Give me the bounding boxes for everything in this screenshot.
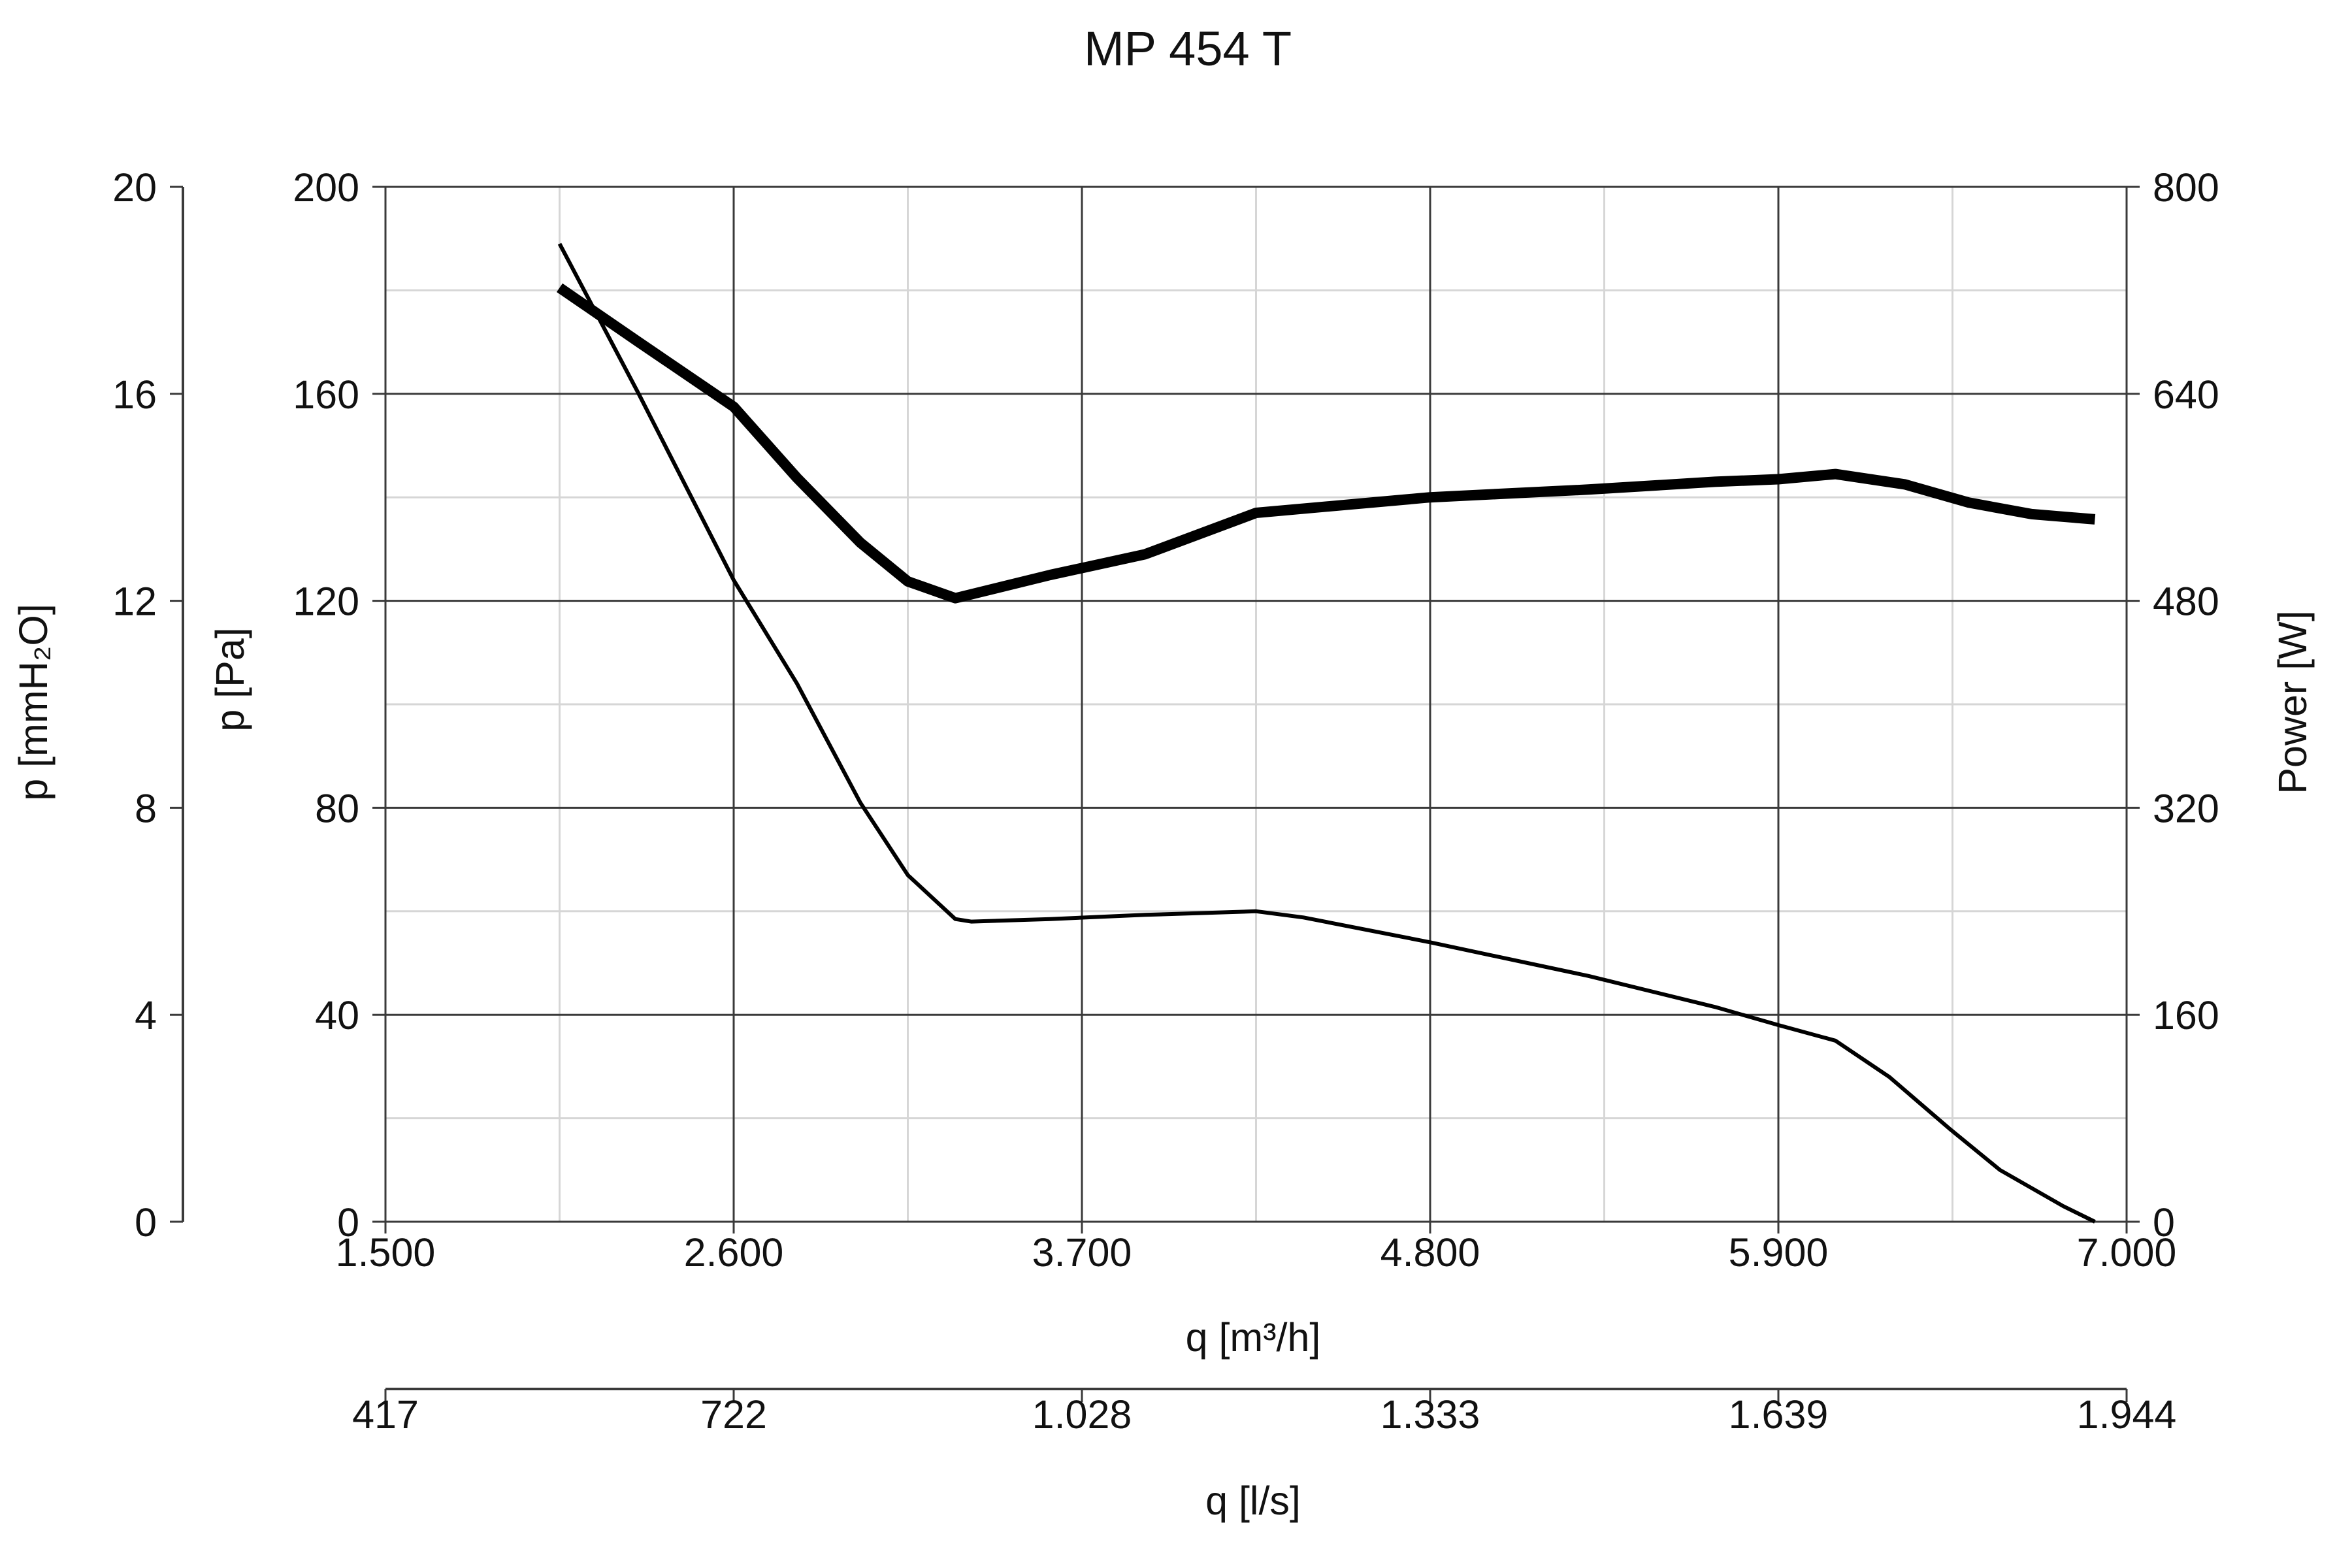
- axes: [170, 186, 2140, 1402]
- x-secondary-tick-label: 1.028: [1032, 1392, 1132, 1437]
- y-tick-label: 80: [315, 786, 359, 830]
- y-right-tick-label: 0: [2153, 1200, 2175, 1245]
- y-outer-tick-label: 4: [135, 993, 157, 1037]
- x-secondary-tick-label: 417: [352, 1392, 419, 1437]
- y-axis-right-label: Power [W]: [2270, 610, 2315, 794]
- y-right-tick-label: 320: [2153, 786, 2219, 830]
- y-outer-tick-label: 8: [135, 786, 157, 830]
- y-outer-tick-label: 20: [112, 165, 157, 210]
- x-tick-label: 5.900: [1729, 1230, 1829, 1275]
- chart-title: MP 454 T: [1084, 22, 1292, 76]
- x-secondary-tick-label: 722: [700, 1392, 767, 1437]
- x-secondary-tick-label: 1.944: [2077, 1392, 2177, 1437]
- y-right-tick-label: 640: [2153, 372, 2219, 417]
- y-tick-label: 40: [315, 993, 359, 1037]
- y-axis-outer-label: p [mmH₂O]: [11, 604, 56, 801]
- x-secondary-tick-label: 1.639: [1729, 1392, 1829, 1437]
- x-tick-label: 4.800: [1380, 1230, 1480, 1275]
- y-outer-tick-label: 16: [112, 372, 157, 417]
- minor-grid: [385, 187, 2127, 1222]
- y-right-tick-label: 800: [2153, 165, 2219, 210]
- y-outer-tick-label: 12: [112, 580, 157, 624]
- major-grid: [384, 186, 2128, 1223]
- y-tick-label: 120: [293, 580, 359, 624]
- y-tick-label: 160: [293, 372, 359, 417]
- series-layer: [556, 242, 2096, 1224]
- y-outer-tick-label: 0: [135, 1200, 157, 1245]
- x-tick-label: 7.000: [2077, 1230, 2177, 1275]
- y-right-tick-label: 160: [2153, 993, 2219, 1037]
- x-tick-label: 1.500: [336, 1230, 436, 1275]
- y-tick-label: 0: [337, 1200, 359, 1245]
- x-axis-secondary-label: q [l/s]: [1205, 1478, 1301, 1523]
- pressure-curve: [557, 242, 2096, 1224]
- y-right-tick-label: 480: [2153, 580, 2219, 624]
- power-curve: [556, 283, 2096, 604]
- y-tick-label: 200: [293, 165, 359, 210]
- x-tick-label: 2.600: [684, 1230, 784, 1275]
- y-axis-label: p [Pa]: [208, 627, 252, 731]
- tick-labels: 1.500 2.600 3.700 4.800 5.900 7.000 417 722 1.02…: [112, 165, 2219, 1437]
- x-secondary-tick-label: 1.333: [1380, 1392, 1480, 1437]
- x-axis-label: q [m³/h]: [1186, 1315, 1321, 1360]
- x-tick-label: 3.700: [1032, 1230, 1132, 1275]
